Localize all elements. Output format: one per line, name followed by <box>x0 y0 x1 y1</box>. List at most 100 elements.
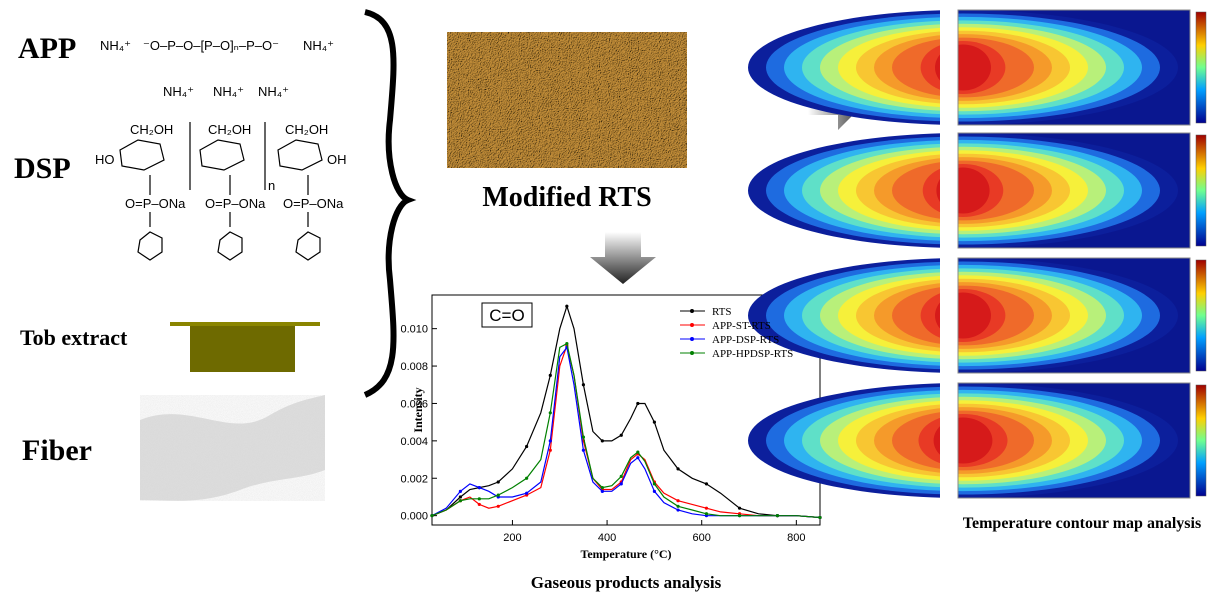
series-marker <box>705 512 708 515</box>
counter-ion: NH₄⁺ <box>258 84 289 99</box>
tob-label: Tob extract <box>20 325 128 350</box>
series-marker <box>620 475 623 478</box>
series-marker <box>478 503 481 506</box>
fiber-label: Fiber <box>22 434 92 467</box>
series-marker <box>497 505 500 508</box>
contour-maps: ControlSTDSPHPDSP <box>748 10 1206 498</box>
series-marker <box>653 421 656 424</box>
series-marker <box>430 514 433 517</box>
contour-clip <box>940 258 958 373</box>
series-marker <box>601 439 604 442</box>
y-tick-label: 0.006 <box>400 398 428 410</box>
down-arrow <box>590 232 656 284</box>
series-marker <box>776 514 779 517</box>
chart-caption: Gaseous products analysis <box>531 573 722 592</box>
dsp-group: O=P–ONa <box>205 196 266 211</box>
series-marker <box>459 495 462 498</box>
series-marker <box>478 486 481 489</box>
series-marker <box>525 492 528 495</box>
contour-clip <box>940 383 958 498</box>
colorbar <box>1196 385 1206 496</box>
x-tick-label: 200 <box>503 532 521 544</box>
series-marker <box>497 493 500 496</box>
series-marker <box>582 383 585 386</box>
dsp-group: OH <box>327 152 347 167</box>
y-tick-label: 0.008 <box>400 361 428 373</box>
fiber-texture <box>140 395 325 501</box>
series-marker <box>601 486 604 489</box>
series-marker <box>565 342 568 345</box>
contour-clip <box>940 10 958 125</box>
counter-ion: NH₄⁺ <box>213 84 244 99</box>
graphical-abstract: APP NH₄⁺ ⁻O–P–O–[P–O]ₙ–P–O⁻ NH₄⁺ NH₄⁺ NH… <box>0 0 1210 597</box>
series-marker <box>636 450 639 453</box>
series-marker <box>676 505 679 508</box>
series-marker <box>549 449 552 452</box>
colorbar <box>1196 12 1206 123</box>
colorbar <box>1196 260 1206 371</box>
app-label: APP <box>18 32 76 65</box>
series-marker <box>676 508 679 511</box>
tob-box <box>190 326 295 372</box>
contour-caption: Temperature contour map analysis <box>963 515 1201 532</box>
series-marker <box>738 514 741 517</box>
dsp-group: CH₂OH <box>285 122 328 137</box>
legend-marker <box>690 337 694 341</box>
series-marker <box>620 482 623 485</box>
x-tick-label: 800 <box>787 532 805 544</box>
center-label: Modified RTS <box>482 182 651 213</box>
series-marker <box>549 374 552 377</box>
counter-ion: NH₄⁺ <box>303 38 334 53</box>
series-marker <box>705 507 708 510</box>
series-marker <box>565 305 568 308</box>
series-marker <box>676 499 679 502</box>
contour-clip <box>940 133 958 248</box>
dsp-group: CH₂OH <box>208 122 251 137</box>
legend-label: APP-ST-RTS <box>712 320 771 332</box>
series-marker <box>582 449 585 452</box>
brace <box>365 12 408 395</box>
series-marker <box>601 490 604 493</box>
series-marker <box>738 507 741 510</box>
y-tick-label: 0.002 <box>400 473 428 485</box>
dsp-structure <box>120 122 322 260</box>
app-formula: ⁻O–P–O–[P–O]ₙ–P–O⁻ <box>143 38 279 53</box>
dsp-group: CH₂OH <box>130 122 173 137</box>
series-marker <box>497 480 500 483</box>
series-marker <box>459 499 462 502</box>
colorbar <box>1196 135 1206 246</box>
legend-marker <box>690 351 694 355</box>
x-axis-label: Temperature (°C) <box>580 547 671 561</box>
series-marker <box>549 411 552 414</box>
legend-marker <box>690 323 694 327</box>
counter-ion: NH₄⁺ <box>100 38 131 53</box>
series-marker <box>582 436 585 439</box>
series-marker <box>478 497 481 500</box>
annotation: C=O <box>489 306 524 325</box>
series-marker <box>549 439 552 442</box>
dsp-group: O=P–ONa <box>283 196 344 211</box>
rts-sample <box>447 32 687 168</box>
series-marker <box>705 482 708 485</box>
x-tick-label: 600 <box>693 532 711 544</box>
dsp-label: DSP <box>14 152 71 185</box>
y-tick-label: 0.010 <box>400 324 428 336</box>
series-marker <box>653 490 656 493</box>
series-marker <box>676 467 679 470</box>
x-tick-label: 400 <box>598 532 616 544</box>
series-marker <box>525 477 528 480</box>
counter-ion: NH₄⁺ <box>163 84 194 99</box>
legend-marker <box>690 309 694 313</box>
series-marker <box>459 490 462 493</box>
series-marker <box>653 482 656 485</box>
dsp-group: O=P–ONa <box>125 196 186 211</box>
y-tick-label: 0.004 <box>400 436 428 448</box>
dsp-repeat: n <box>268 178 275 193</box>
series-marker <box>620 434 623 437</box>
dsp-group: HO <box>95 152 115 167</box>
legend-label: APP-HPDSP-RTS <box>712 348 793 360</box>
series-marker <box>818 516 821 519</box>
series-marker <box>636 402 639 405</box>
legend-label: RTS <box>712 306 732 318</box>
series-marker <box>636 456 639 459</box>
